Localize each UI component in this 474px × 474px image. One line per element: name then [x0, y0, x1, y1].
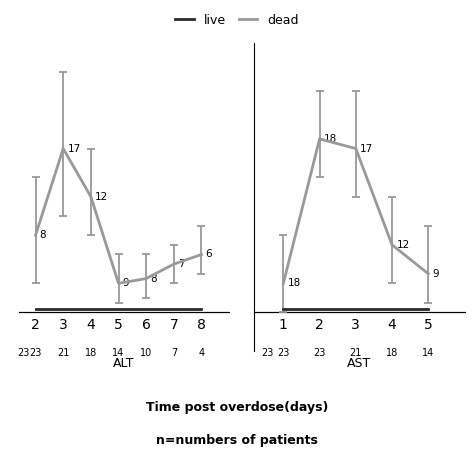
- Text: 18: 18: [288, 278, 301, 288]
- Text: 23: 23: [313, 348, 326, 358]
- Text: 12: 12: [396, 240, 410, 250]
- Text: Time post overdose(days): Time post overdose(days): [146, 401, 328, 414]
- Text: 7: 7: [171, 348, 177, 358]
- Text: 18: 18: [386, 348, 398, 358]
- Text: 17: 17: [360, 144, 374, 154]
- Text: 4: 4: [199, 348, 205, 358]
- X-axis label: ALT: ALT: [113, 357, 135, 371]
- Text: 10: 10: [140, 348, 152, 358]
- Text: 23: 23: [29, 348, 42, 358]
- Legend: live, dead: live, dead: [170, 9, 304, 32]
- X-axis label: AST: AST: [347, 357, 372, 371]
- Text: 14: 14: [112, 348, 125, 358]
- Text: 8: 8: [40, 230, 46, 240]
- Text: 9: 9: [123, 278, 129, 288]
- Text: 12: 12: [95, 191, 108, 202]
- Text: 21: 21: [57, 348, 69, 358]
- Text: 8: 8: [150, 273, 157, 283]
- Text: 7: 7: [178, 259, 184, 269]
- Text: 14: 14: [422, 348, 434, 358]
- Text: 18: 18: [324, 134, 337, 144]
- Text: n=numbers of patients: n=numbers of patients: [156, 434, 318, 447]
- Text: 21: 21: [350, 348, 362, 358]
- Text: 18: 18: [85, 348, 97, 358]
- Text: 23: 23: [17, 348, 29, 358]
- Text: 17: 17: [67, 144, 81, 154]
- Text: 6: 6: [206, 249, 212, 259]
- Text: 23: 23: [277, 348, 290, 358]
- Text: 9: 9: [433, 269, 439, 279]
- Text: 23: 23: [261, 348, 273, 358]
